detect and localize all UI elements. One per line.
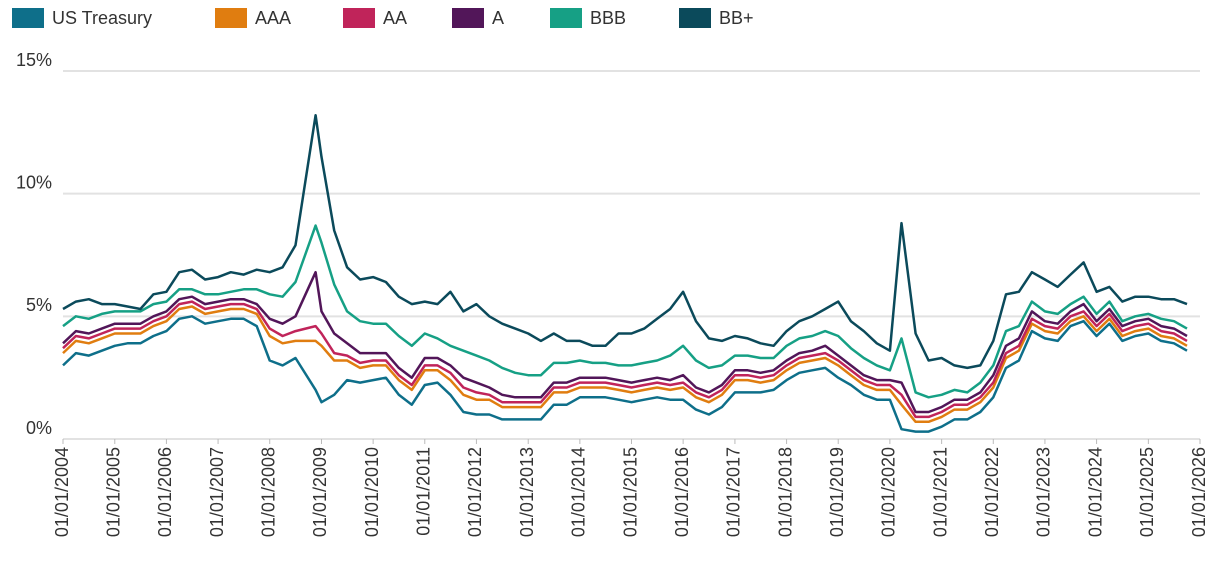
x-tick-label: 01/01/2015 — [620, 447, 640, 537]
series-line — [62, 113, 1188, 370]
x-tick-label: 01/01/2020 — [879, 447, 899, 537]
legend-label: A — [492, 8, 504, 28]
x-tick-label: 01/01/2008 — [258, 447, 278, 537]
series-line — [62, 305, 1188, 424]
x-tick-label: 01/01/2019 — [827, 447, 847, 537]
x-tick-label: 01/01/2013 — [517, 447, 537, 537]
legend-label: US Treasury — [52, 8, 152, 28]
y-tick-label: 0% — [26, 418, 52, 438]
x-tick-label: 01/01/2014 — [569, 447, 589, 537]
y-tick-label: 10% — [16, 172, 52, 192]
x-tick-label: 01/01/2021 — [930, 447, 950, 537]
x-tick-label: 01/01/2017 — [724, 447, 744, 537]
x-tick-label: 01/01/2024 — [1085, 447, 1105, 537]
x-tick-label: 01/01/2018 — [775, 447, 795, 537]
x-tick-label: 01/01/2011 — [414, 447, 434, 536]
legend-swatch — [679, 8, 711, 28]
x-tick-label: 01/01/2004 — [52, 447, 72, 537]
x-tick-label: 01/01/2012 — [465, 447, 485, 537]
x-tick-label: 01/01/2010 — [362, 447, 382, 537]
x-tick-label: 01/01/2025 — [1137, 447, 1157, 537]
legend-swatch — [343, 8, 375, 28]
legend-label: AAA — [255, 8, 291, 28]
series-line — [62, 224, 1188, 399]
legend-swatch — [550, 8, 582, 28]
legend-swatch — [215, 8, 247, 28]
x-tick-label: 01/01/2007 — [207, 447, 227, 537]
series-line — [62, 270, 1188, 414]
legend-label: BBB — [590, 8, 626, 28]
x-tick-label: 01/01/2006 — [155, 447, 175, 537]
legend-swatch — [452, 8, 484, 28]
y-tick-label: 15% — [16, 50, 52, 70]
legend-swatch — [12, 8, 44, 28]
x-tick-label: 01/01/2023 — [1034, 447, 1054, 537]
y-tick-label: 5% — [26, 295, 52, 315]
x-tick-label: 01/01/2022 — [982, 447, 1002, 537]
x-tick-label: 01/01/2005 — [104, 447, 124, 537]
x-tick-label: 01/01/2026 — [1189, 447, 1209, 537]
x-tick-label: 01/01/2016 — [672, 447, 692, 537]
legend-label: AA — [383, 8, 407, 28]
series-line — [62, 315, 1188, 433]
x-tick-label: 01/01/2009 — [310, 447, 330, 537]
series-line — [62, 300, 1188, 419]
legend-label: BB+ — [719, 8, 754, 28]
